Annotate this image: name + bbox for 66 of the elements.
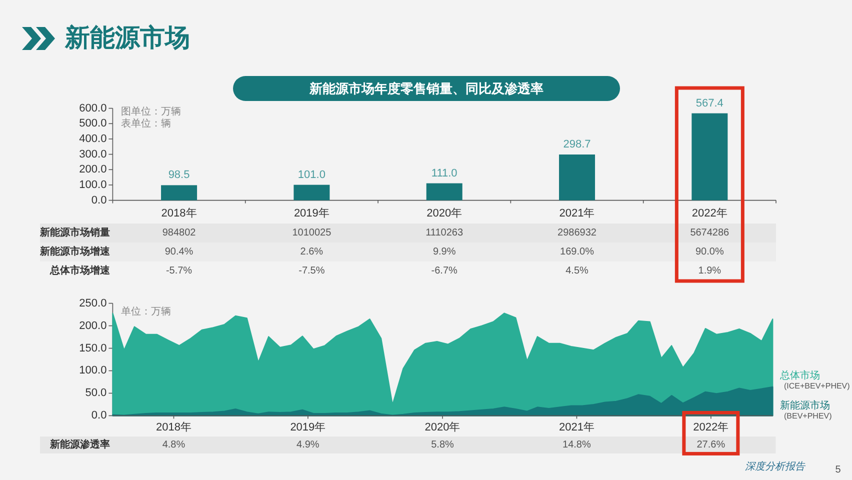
text: 新能源市场销量: [39, 226, 110, 238]
data-label: 101.0: [298, 168, 326, 181]
x-tick-label: 2018年: [161, 207, 197, 220]
text: 5: [835, 464, 842, 476]
y-tick-label: 200.0: [79, 164, 107, 176]
text: 深度分析报告: [745, 460, 806, 472]
data-label: 298.7: [563, 138, 591, 150]
series-label: 总体市场 (ICE+BEV+PHEV): [779, 370, 850, 390]
text: 新能源市场增速: [39, 246, 111, 258]
y-tick-label: 500.0: [79, 118, 107, 130]
bar: [161, 185, 198, 200]
y-tick-label: 100.0: [79, 364, 107, 377]
text: 90.0%: [695, 246, 724, 258]
text: 9.9%: [432, 246, 456, 258]
y-tick-label: 400.0: [79, 132, 107, 145]
text: 4.9%: [296, 440, 320, 450]
data-label: 567.4: [696, 97, 724, 110]
y-tick-label: 50.0: [85, 387, 107, 400]
x-tick-label: 2022年: [692, 207, 728, 220]
text: 总体市场增速: [49, 264, 111, 276]
x-tick-label: 2020年: [426, 207, 462, 220]
text: 1110263: [426, 228, 464, 238]
text: 4.5%: [566, 266, 589, 276]
text: 2.6%: [300, 246, 324, 258]
series-label: 新能源市场 (BEV+PHEV): [780, 400, 832, 420]
bar: [692, 113, 728, 200]
text: 5674286: [690, 228, 730, 238]
text: 新能源市场: [64, 24, 190, 52]
x-tick-label: 2019年: [294, 207, 330, 220]
y-tick-label: 300.0: [79, 148, 107, 160]
data-label: 98.5: [168, 169, 190, 182]
text: 14.8%: [562, 440, 592, 450]
x-tick-label: 2019年: [290, 422, 326, 434]
x-tick-label: 2021年: [558, 422, 594, 434]
y-tick-label: 0.0: [91, 410, 107, 422]
y-tick-label: 0.0: [91, 194, 107, 206]
text: 4.8%: [162, 440, 186, 450]
y-tick-label: 100.0: [79, 178, 107, 191]
bar: [426, 183, 462, 200]
text: 90.4%: [164, 246, 194, 258]
bar: [294, 184, 330, 200]
bar: [559, 154, 596, 200]
x-tick-label: 2018年: [156, 422, 192, 434]
annotation: 图单位：万辆: [121, 106, 181, 118]
text: 5.8%: [431, 440, 454, 450]
text: 169.0%: [560, 246, 594, 258]
text: 2986932: [558, 228, 597, 238]
text: 1010025: [292, 228, 332, 238]
text: -5.7%: [166, 266, 192, 276]
x-tick-label: 2021年: [559, 207, 595, 220]
text: 1.9%: [698, 266, 722, 276]
text: 984802: [162, 228, 196, 238]
data-label: 111.0: [431, 167, 458, 180]
y-tick-label: 250.0: [79, 297, 107, 310]
annotation: 单位：万辆: [121, 306, 171, 318]
text: -7.5%: [298, 266, 325, 276]
annotation: 表单位：辆: [121, 118, 171, 130]
chart-title: 新能源市场年度零售销量、同比及渗透率: [308, 81, 544, 96]
text: -6.7%: [431, 266, 458, 276]
text: 27.6%: [696, 440, 726, 450]
text: 新能源渗透率: [49, 438, 110, 450]
y-tick-label: 200.0: [79, 320, 107, 332]
x-tick-label: 2022年: [693, 422, 729, 434]
y-tick-label: 600.0: [79, 102, 107, 114]
y-tick-label: 150.0: [79, 342, 107, 354]
x-tick-label: 2020年: [424, 422, 460, 434]
